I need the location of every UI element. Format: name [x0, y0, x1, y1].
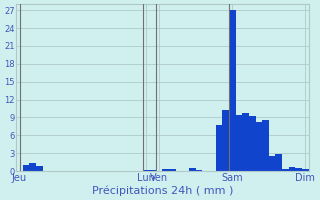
Bar: [295, 168, 302, 171]
Bar: [142, 170, 149, 171]
Bar: [302, 169, 309, 171]
Bar: [256, 122, 262, 171]
Bar: [242, 113, 249, 171]
Bar: [23, 165, 29, 171]
Bar: [163, 169, 169, 171]
Bar: [262, 120, 269, 171]
Bar: [36, 166, 43, 171]
Bar: [236, 115, 242, 171]
Bar: [149, 170, 156, 171]
Bar: [196, 170, 202, 171]
X-axis label: Précipitations 24h ( mm ): Précipitations 24h ( mm ): [92, 185, 233, 196]
Bar: [169, 169, 176, 171]
Bar: [276, 154, 282, 171]
Bar: [229, 10, 236, 171]
Bar: [216, 125, 222, 171]
Bar: [269, 156, 276, 171]
Bar: [222, 110, 229, 171]
Bar: [249, 116, 256, 171]
Bar: [29, 163, 36, 171]
Bar: [282, 169, 289, 171]
Bar: [289, 167, 295, 171]
Bar: [189, 168, 196, 171]
